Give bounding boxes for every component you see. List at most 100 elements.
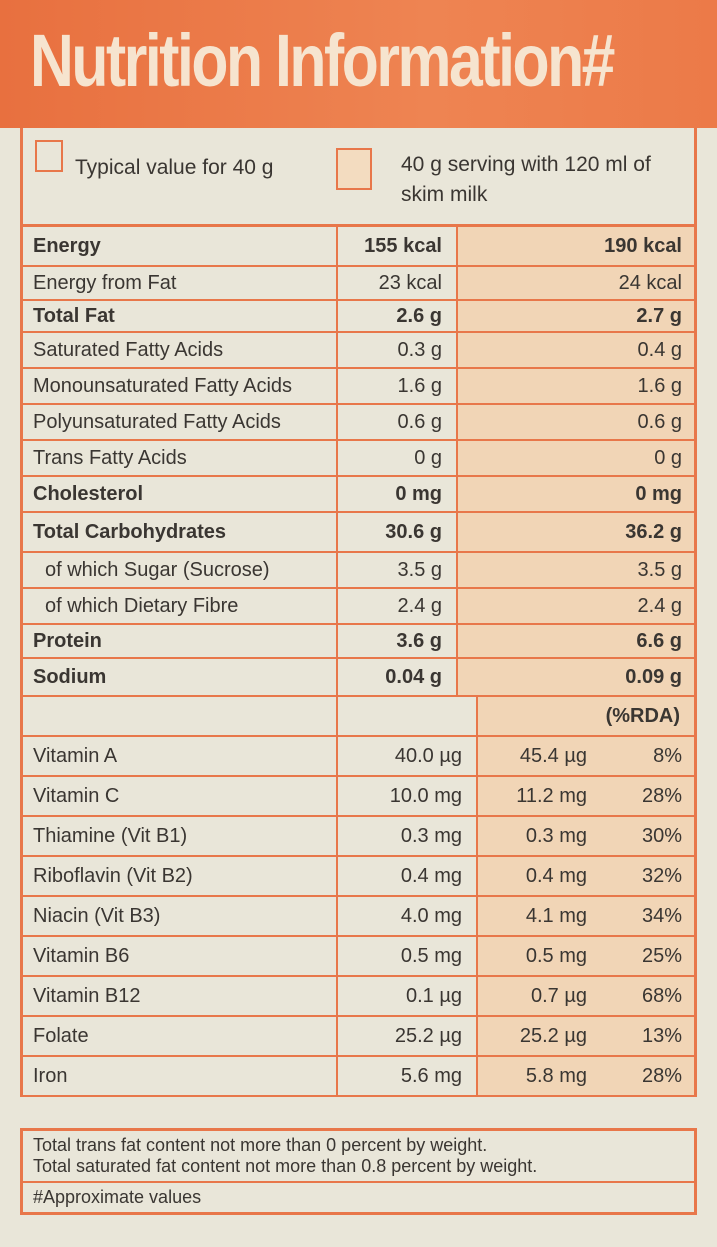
nutrient-label: Trans Fatty Acids bbox=[33, 446, 187, 469]
nutrient-value-typical: 0.3 g bbox=[336, 333, 456, 367]
nutrient-value-with-milk: 0.09 g bbox=[456, 659, 694, 695]
nutrient-label: Polyunsaturated Fatty Acids bbox=[33, 410, 281, 433]
nutrient-value-with-milk: 1.6 g bbox=[456, 369, 694, 403]
vitamin-row: Thiamine (Vit B1) 0.3 mg 0.3 mg 30% bbox=[23, 817, 694, 857]
rda-header: (%RDA) bbox=[476, 697, 694, 735]
footnote-saturated: Total saturated fat content not more tha… bbox=[33, 1156, 538, 1176]
vitamin-rda: 28% bbox=[601, 777, 694, 815]
nutrient-value-with-milk: 2.4 g bbox=[456, 589, 694, 623]
vitamin-row: Folate 25.2 µg 25.2 µg 13% bbox=[23, 1017, 694, 1057]
vitamin-value-typical: 4.0 mg bbox=[336, 897, 476, 935]
vitamin-value-with-milk: 25.2 µg bbox=[476, 1017, 601, 1055]
vitamin-label: Vitamin C bbox=[33, 784, 120, 807]
vitamin-rda: 8% bbox=[601, 737, 694, 775]
vitamin-row: Vitamin A 40.0 µg 45.4 µg 8% bbox=[23, 737, 694, 777]
legend-swatch-shaded bbox=[336, 148, 372, 190]
nutrient-row: Sodium 0.04 g 0.09 g bbox=[23, 659, 694, 697]
nutrient-value-with-milk: 36.2 g bbox=[456, 513, 694, 551]
nutrient-row: Polyunsaturated Fatty Acids 0.6 g 0.6 g bbox=[23, 405, 694, 441]
nutrient-value-typical: 0 mg bbox=[336, 477, 456, 511]
legend: Typical value for 40 g 40 g serving with… bbox=[20, 128, 697, 224]
vitamin-value-typical: 0.3 mg bbox=[336, 817, 476, 855]
nutrient-value-with-milk: 6.6 g bbox=[456, 625, 694, 657]
legend-swatch-plain bbox=[35, 140, 63, 172]
vitamin-value-typical: 5.6 mg bbox=[336, 1057, 476, 1095]
vitamin-label: Folate bbox=[33, 1024, 89, 1047]
vitamin-value-with-milk: 0.5 mg bbox=[476, 937, 601, 975]
vitamin-value-with-milk: 45.4 µg bbox=[476, 737, 601, 775]
nutrient-row: Total Fat 2.6 g 2.7 g bbox=[23, 301, 694, 333]
vitamin-value-with-milk: 4.1 mg bbox=[476, 897, 601, 935]
nutrient-row: Cholesterol 0 mg 0 mg bbox=[23, 477, 694, 513]
legend-with-milk: 40 g serving with 120 ml of skim milk bbox=[401, 153, 651, 206]
nutrient-value-with-milk: 0 g bbox=[456, 441, 694, 475]
vitamin-rda: 68% bbox=[601, 977, 694, 1015]
nutrient-row: Energy 155 kcal 190 kcal bbox=[23, 227, 694, 267]
nutrient-value-typical: 1.6 g bbox=[336, 369, 456, 403]
vitamin-row: Vitamin B12 0.1 µg 0.7 µg 68% bbox=[23, 977, 694, 1017]
vitamin-value-typical: 25.2 µg bbox=[336, 1017, 476, 1055]
vitamin-rda: 13% bbox=[601, 1017, 694, 1055]
nutrient-label: of which Sugar (Sucrose) bbox=[45, 558, 270, 581]
nutrient-value-typical: 30.6 g bbox=[336, 513, 456, 551]
vitamin-row: Vitamin B6 0.5 mg 0.5 mg 25% bbox=[23, 937, 694, 977]
vitamin-value-typical: 40.0 µg bbox=[336, 737, 476, 775]
vitamin-value-typical: 0.4 mg bbox=[336, 857, 476, 895]
nutrient-row: of which Dietary Fibre 2.4 g 2.4 g bbox=[23, 589, 694, 625]
vitamin-row: Vitamin C 10.0 mg 11.2 mg 28% bbox=[23, 777, 694, 817]
vitamin-row: Iron 5.6 mg 5.8 mg 28% bbox=[23, 1057, 694, 1097]
nutrient-row: Total Carbohydrates 30.6 g 36.2 g bbox=[23, 513, 694, 553]
nutrient-label: of which Dietary Fibre bbox=[45, 594, 239, 617]
nutrient-value-typical: 3.5 g bbox=[336, 553, 456, 587]
footnote-approx: #Approximate values bbox=[33, 1187, 202, 1207]
vitamin-rda: 28% bbox=[601, 1057, 694, 1095]
vitamin-rda: 32% bbox=[601, 857, 694, 895]
vitamin-label: Vitamin A bbox=[33, 744, 118, 767]
nutrient-label: Energy from Fat bbox=[33, 271, 177, 294]
vitamin-value-with-milk: 5.8 mg bbox=[476, 1057, 601, 1095]
vitamin-rda: 30% bbox=[601, 817, 694, 855]
vitamin-label: Riboflavin (Vit B2) bbox=[33, 864, 193, 887]
footnotes: Total trans fat content not more than 0 … bbox=[20, 1128, 697, 1215]
header-band: Nutrition Information# bbox=[0, 0, 717, 128]
nutrient-value-with-milk: 24 kcal bbox=[456, 267, 694, 299]
vitamin-rda: 25% bbox=[601, 937, 694, 975]
nutrient-row: Protein 3.6 g 6.6 g bbox=[23, 625, 694, 659]
nutrient-label: Total Fat bbox=[33, 304, 115, 327]
vitamin-label: Vitamin B6 bbox=[33, 944, 130, 967]
nutrient-value-typical: 0.6 g bbox=[336, 405, 456, 439]
vitamin-row: Niacin (Vit B3) 4.0 mg 4.1 mg 34% bbox=[23, 897, 694, 937]
nutrient-value-with-milk: 0.4 g bbox=[456, 333, 694, 367]
footnote-trans: Total trans fat content not more than 0 … bbox=[33, 1135, 488, 1155]
nutrition-table: Energy 155 kcal 190 kcal Energy from Fat … bbox=[20, 224, 697, 1097]
label-title: Nutrition Information# bbox=[30, 19, 615, 102]
vitamin-value-with-milk: 0.3 mg bbox=[476, 817, 601, 855]
nutrient-value-typical: 0.04 g bbox=[336, 659, 456, 695]
nutrient-value-with-milk: 0.6 g bbox=[456, 405, 694, 439]
nutrient-value-typical: 0 g bbox=[336, 441, 456, 475]
nutrient-value-typical: 2.6 g bbox=[336, 301, 456, 331]
nutrient-value-with-milk: 2.7 g bbox=[456, 301, 694, 331]
nutrient-value-with-milk: 3.5 g bbox=[456, 553, 694, 587]
nutrient-label: Monounsaturated Fatty Acids bbox=[33, 374, 293, 397]
vitamin-value-typical: 10.0 mg bbox=[336, 777, 476, 815]
nutrient-value-typical: 3.6 g bbox=[336, 625, 456, 657]
nutrient-label: Total Carbohydrates bbox=[33, 520, 226, 543]
vitamin-label: Thiamine (Vit B1) bbox=[33, 824, 188, 847]
vitamin-value-with-milk: 11.2 mg bbox=[476, 777, 601, 815]
vitamin-value-with-milk: 0.7 µg bbox=[476, 977, 601, 1015]
vitamin-label: Vitamin B12 bbox=[33, 984, 141, 1007]
vitamin-value-with-milk: 0.4 mg bbox=[476, 857, 601, 895]
vitamin-label: Niacin (Vit B3) bbox=[33, 904, 161, 927]
nutrient-label: Energy bbox=[33, 234, 101, 257]
nutrient-row: Saturated Fatty Acids 0.3 g 0.4 g bbox=[23, 333, 694, 369]
vitamin-value-typical: 0.5 mg bbox=[336, 937, 476, 975]
nutrient-label: Protein bbox=[33, 629, 102, 652]
nutrient-value-with-milk: 0 mg bbox=[456, 477, 694, 511]
nutrient-label: Sodium bbox=[33, 665, 107, 688]
nutrient-row: Trans Fatty Acids 0 g 0 g bbox=[23, 441, 694, 477]
nutrient-value-with-milk: 190 kcal bbox=[456, 227, 694, 265]
nutrient-value-typical: 155 kcal bbox=[336, 227, 456, 265]
nutrient-row: Energy from Fat 23 kcal 24 kcal bbox=[23, 267, 694, 301]
rda-header-row: (%RDA) bbox=[23, 697, 694, 737]
